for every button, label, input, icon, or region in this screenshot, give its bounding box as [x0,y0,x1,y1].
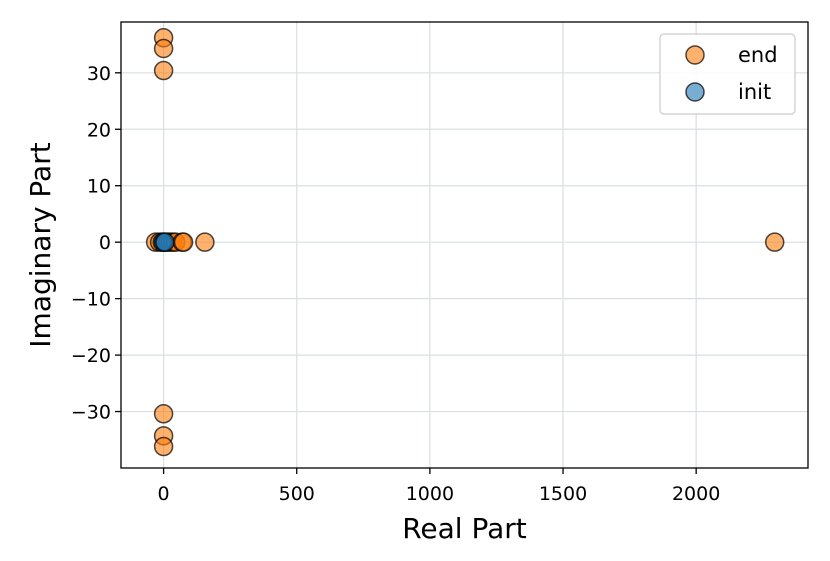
y-tick-label: −10 [71,289,111,311]
grid-lines [121,22,808,468]
y-tick-label: 20 [87,119,111,141]
data-point-end [764,232,785,252]
y-tick-label: 0 [99,232,111,254]
legend-label-end: end [738,43,778,67]
y-tick-label: 30 [87,63,111,85]
x-tick-label: 2000 [672,483,720,505]
x-tick-label: 1500 [539,483,587,505]
y-tick-label: −30 [71,402,111,424]
x-tick-label: 500 [279,483,315,505]
data-point-end [153,436,174,457]
axis-ticks: 0 500 1000 1500 2000 −30 −20 −10 0 10 20 30 [71,63,720,505]
x-axis-title: Real Part [402,512,527,545]
legend: end init [659,33,796,115]
data-points [145,28,785,457]
data-point-end [195,232,215,252]
legend-label-init: init [738,80,771,104]
data-point-end [153,60,174,81]
data-point-init [155,232,175,252]
data-point-end [173,232,194,252]
x-tick-label: 0 [158,483,170,505]
y-axis-title: Imaginary Part [24,142,57,347]
y-tick-label: 10 [87,176,111,198]
y-tick-label: −20 [71,345,111,367]
data-point-end [153,38,174,59]
legend-marker-end [685,45,705,65]
data-point-end [153,404,174,424]
plot-frame [120,21,809,469]
x-tick-label: 1000 [406,483,454,505]
legend-marker-init [685,82,705,102]
